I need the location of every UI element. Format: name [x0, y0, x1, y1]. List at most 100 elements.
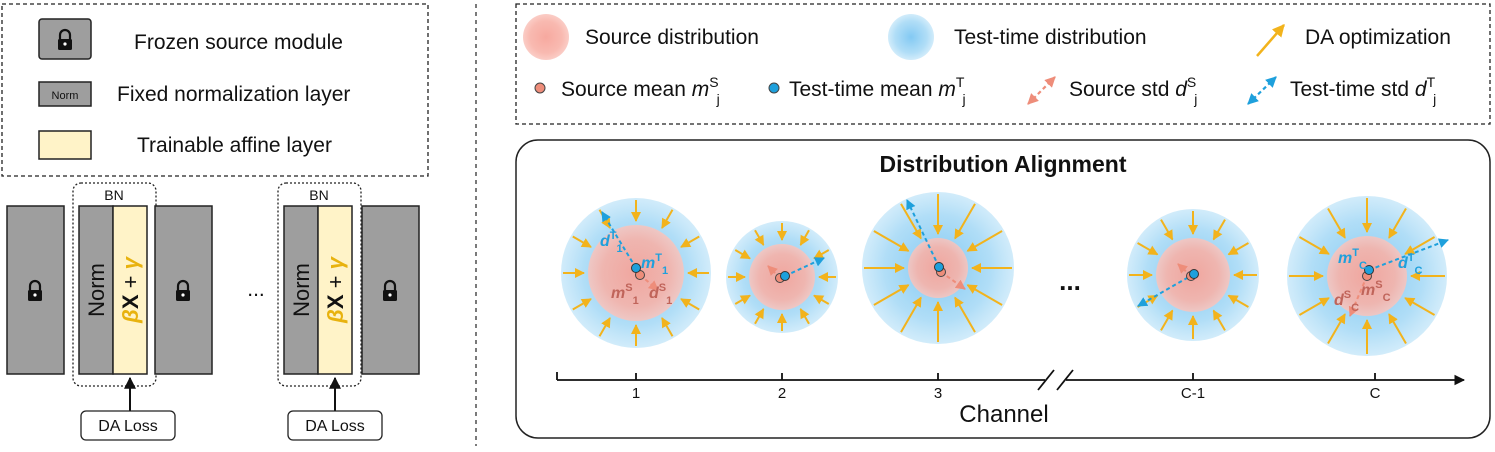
affine-formula-2: βX + γ: [323, 255, 348, 323]
c1-source-mean-label: mS1: [611, 282, 639, 307]
source-std-swatch: [1027, 76, 1056, 105]
da-optimization-arrow: [1404, 297, 1436, 316]
da-optimization-arrow: [954, 203, 976, 240]
da-optimization-arrow: [954, 296, 976, 333]
fixed-norm-label: Fixed normalization layer: [117, 83, 350, 106]
frozen-module-3: [361, 205, 420, 375]
channel-5-distribution: [1287, 196, 1449, 356]
test-distribution-label: Test-time distribution: [954, 26, 1147, 49]
channel-1-distribution: [561, 198, 711, 348]
da-optimization-arrow: [1212, 309, 1226, 331]
axis-label: Channel: [959, 401, 1048, 428]
test-time-mean-dot: [934, 262, 944, 272]
source-distribution-label: Source distribution: [585, 26, 759, 49]
da-optimization-arrow: [1327, 207, 1346, 239]
test-std-swatch: [1247, 76, 1277, 105]
bn-label-1: BN: [104, 187, 123, 203]
da-optimization-arrow: [1404, 236, 1436, 255]
test-time-std-arrow: [784, 257, 825, 277]
source-std-arrow: [1348, 275, 1368, 317]
channel-4-distribution: [1127, 209, 1259, 341]
da-optimization-arrow: [873, 230, 910, 252]
right-legend-border: [515, 3, 1491, 125]
frozen-module-label: Frozen source module: [134, 31, 343, 54]
test-time-std-arrow: [906, 199, 940, 268]
axis-tick-label: C-1: [1181, 385, 1205, 402]
da-optimization-arrow: [1137, 242, 1159, 256]
norm-layer-1: [78, 205, 114, 375]
da-optimization-arrow: [966, 230, 1003, 252]
axis-break-2: [1056, 369, 1074, 391]
da-loss-box-2: [287, 410, 383, 441]
test-time-mean-dot: [1189, 269, 1199, 279]
da-optimization-arrow: [799, 308, 810, 325]
norm-swatch-tag: Norm: [52, 90, 79, 102]
norm-label-1: Norm: [84, 263, 109, 317]
frozen-module-1: [6, 205, 65, 375]
da-optimization-arrow: [900, 296, 922, 333]
alignment-title: Distribution Alignment: [879, 151, 1126, 177]
source-std-arrow: [940, 271, 966, 290]
left-legend: Frozen source module Norm Fixed normaliz…: [1, 3, 429, 177]
axis-tick-label: C: [1370, 385, 1381, 402]
test-time-std-arrow: [1137, 273, 1195, 307]
test-time-std-arrow: [1368, 238, 1449, 271]
affine-layer-1: [112, 205, 148, 375]
test-mean-swatch: [768, 82, 780, 94]
affine-layer-2: [317, 205, 353, 375]
da-optimization-arrow: [1298, 236, 1330, 255]
da-optimization-arrow: [813, 294, 830, 305]
test-time-mean-dot: [631, 263, 641, 273]
da-optimization-arrow: [900, 203, 922, 240]
norm-label-2: Norm: [289, 263, 314, 317]
da-optimization-label: DA optimization: [1305, 26, 1451, 49]
left-legend-border: [1, 3, 429, 177]
test-time-mean-dot: [780, 271, 790, 281]
channel-c-annotations: mTC dTC dSC mSC: [1334, 247, 1423, 314]
da-optimization-arrow: [966, 284, 1003, 306]
channel-ellipsis: ...: [1059, 266, 1081, 296]
da-optimization-arrow: [598, 317, 611, 337]
channel-circles: [561, 192, 1449, 356]
da-optimization-arrow: [734, 249, 751, 260]
test-time-std-arrow: [601, 211, 637, 269]
da-optimization-arrow: [799, 229, 810, 246]
axis-tick-label: 1: [632, 385, 640, 402]
da-optimization-arrow: [734, 294, 751, 305]
da-optimization-arrow: [1160, 309, 1174, 331]
da-optimization-arrow: [572, 298, 592, 311]
da-optimization-arrow: [754, 229, 765, 246]
c1-test-std-label: dT1: [600, 230, 623, 255]
da-optimization-swatch: [1256, 24, 1285, 57]
source-distribution-swatch: [523, 14, 569, 60]
bn-block-2-border: [277, 182, 362, 387]
da-loss-box-1: [80, 410, 176, 441]
test-time-mean-dot: [1364, 265, 1374, 275]
alignment-panel: Distribution Alignment ... dT1 mT1 mS1 d…: [515, 139, 1491, 439]
da-optimization-arrow: [1388, 207, 1407, 239]
da-optimization-arrow: [680, 235, 700, 248]
da-optimization-arrow: [754, 308, 765, 325]
affine-formula-1: βX + γ: [118, 255, 143, 323]
norm-layer-2: [283, 205, 319, 375]
da-optimization-arrow: [1227, 294, 1249, 308]
test-distribution-swatch: [888, 14, 934, 60]
da-optimization-arrow: [661, 209, 674, 229]
da-optimization-arrow: [813, 249, 830, 260]
da-optimization-arrow: [661, 317, 674, 337]
da-optimization-arrow: [1227, 242, 1249, 256]
c1-test-mean-label: mT1: [641, 252, 668, 277]
test-mean-label: Test-time mean mT j: [789, 74, 966, 107]
axis-ticks: 1 2 3 C-1 C: [632, 373, 1381, 402]
source-mean-swatch: [534, 82, 546, 94]
da-loss-label-1: DA Loss: [98, 418, 158, 435]
cc-source-mean-label: mSC: [1361, 279, 1391, 304]
bn-label-2: BN: [309, 187, 328, 203]
channel-2-distribution: [726, 221, 838, 333]
source-mean-label: Source mean mS j: [561, 74, 720, 107]
da-optimization-arrow: [680, 298, 700, 311]
da-optimization-arrow: [1212, 219, 1226, 241]
da-optimization-arrow: [1327, 313, 1346, 345]
da-optimization-arrow: [572, 235, 592, 248]
right-legend: Source distribution Test-time distributi…: [515, 3, 1491, 125]
